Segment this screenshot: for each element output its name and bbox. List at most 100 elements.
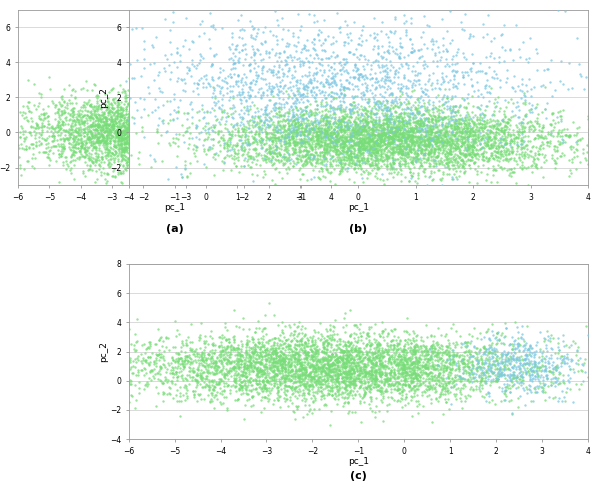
Point — [356, 146, 366, 154]
Point — [159, 124, 169, 132]
Point — [396, 154, 406, 162]
Point — [268, 56, 277, 63]
Point — [421, 172, 430, 180]
Point — [556, 379, 565, 386]
Point — [239, 353, 248, 361]
Point — [363, 134, 373, 142]
Point — [282, 115, 292, 123]
Point — [284, 133, 294, 141]
Point — [249, 133, 259, 141]
Point — [270, 349, 280, 357]
Point — [199, 145, 209, 153]
Point — [130, 134, 140, 142]
Point — [413, 108, 422, 116]
Point — [409, 169, 418, 177]
Point — [370, 110, 380, 118]
Point — [376, 142, 386, 150]
Point — [386, 160, 395, 167]
Point — [407, 135, 416, 143]
Point — [496, 371, 506, 379]
Point — [365, 341, 374, 349]
Point — [263, 156, 273, 163]
Point — [235, 132, 245, 140]
Point — [272, 36, 282, 43]
Point — [428, 98, 437, 106]
Point — [236, 383, 245, 391]
Point — [208, 98, 217, 106]
Point — [137, 110, 147, 118]
Point — [272, 156, 281, 164]
Point — [224, 182, 234, 190]
Point — [404, 128, 413, 136]
Point — [393, 120, 403, 128]
Point — [544, 366, 554, 374]
Point — [285, 134, 295, 142]
Point — [252, 145, 262, 153]
Point — [313, 139, 322, 147]
Point — [377, 54, 386, 62]
Point — [253, 358, 262, 366]
Point — [309, 11, 319, 19]
Point — [403, 124, 413, 132]
Point — [501, 148, 511, 156]
Point — [171, 163, 181, 171]
Point — [174, 91, 184, 99]
Point — [439, 125, 448, 133]
Point — [226, 143, 236, 151]
Point — [385, 142, 395, 150]
Point — [196, 372, 206, 380]
Point — [150, 137, 160, 144]
Point — [265, 94, 275, 102]
Point — [305, 155, 315, 163]
Point — [414, 126, 424, 134]
Point — [445, 170, 454, 178]
Point — [209, 136, 218, 143]
Point — [351, 346, 361, 353]
Point — [175, 154, 185, 162]
Point — [235, 148, 244, 156]
Point — [217, 97, 226, 104]
Point — [423, 355, 433, 363]
Point — [328, 87, 337, 95]
Point — [464, 143, 473, 151]
Point — [285, 346, 295, 353]
Point — [126, 122, 136, 129]
Point — [526, 375, 535, 383]
Point — [409, 144, 418, 152]
Point — [301, 351, 311, 359]
Point — [196, 118, 206, 125]
Point — [343, 119, 353, 126]
Point — [431, 394, 441, 402]
Point — [482, 130, 492, 138]
Point — [338, 347, 348, 355]
Point — [469, 374, 479, 382]
Point — [307, 346, 316, 353]
Point — [121, 116, 130, 123]
Point — [159, 144, 169, 152]
Point — [239, 121, 248, 129]
Point — [408, 378, 418, 386]
Point — [181, 138, 190, 145]
Point — [284, 109, 294, 117]
Point — [93, 128, 103, 136]
Point — [195, 86, 205, 94]
Point — [275, 129, 285, 137]
Point — [399, 361, 409, 368]
Point — [251, 358, 260, 366]
Point — [382, 151, 392, 159]
Point — [284, 163, 293, 171]
Point — [217, 91, 227, 99]
Point — [424, 370, 433, 378]
Point — [311, 50, 320, 58]
Point — [412, 355, 421, 363]
Point — [188, 131, 197, 139]
Point — [421, 355, 430, 363]
Point — [345, 143, 355, 151]
Point — [347, 127, 356, 135]
Point — [445, 106, 454, 114]
Point — [237, 106, 247, 114]
Point — [449, 358, 458, 366]
Point — [394, 346, 403, 353]
Point — [313, 17, 322, 25]
Point — [228, 119, 238, 127]
